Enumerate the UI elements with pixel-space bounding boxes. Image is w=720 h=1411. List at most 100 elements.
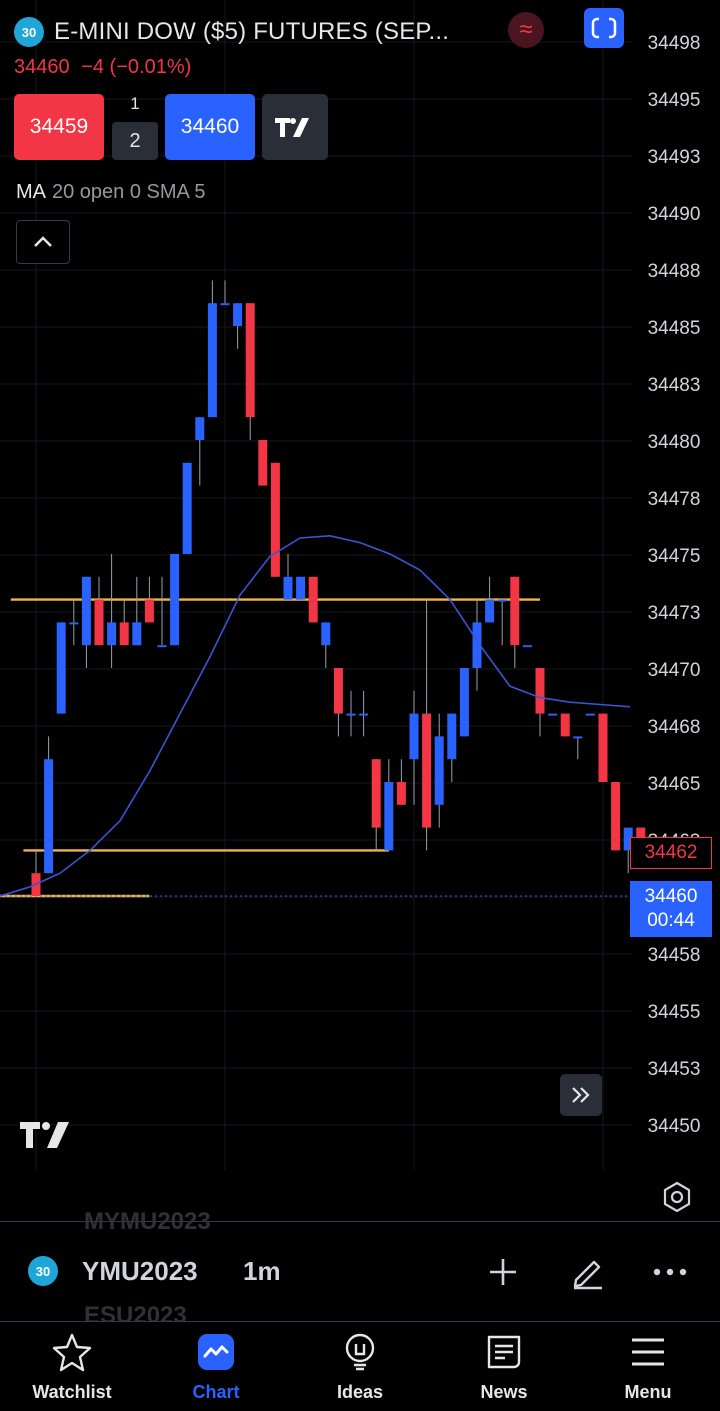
sell-button[interactable]: 34459 — [14, 94, 104, 160]
tradingview-button[interactable] — [262, 94, 328, 160]
candle-body — [573, 736, 583, 739]
chevron-up-icon — [34, 236, 52, 247]
quantity-box[interactable]: 2 — [112, 122, 158, 160]
symbol-picker[interactable]: YMU2023 — [82, 1256, 198, 1286]
candle-body — [548, 713, 558, 716]
more-icon[interactable] — [650, 1252, 690, 1292]
price-axis-label: 34483 — [648, 375, 701, 396]
candle-body — [434, 736, 444, 805]
candle-body — [270, 462, 280, 577]
candle-body — [132, 622, 142, 646]
candle-body — [485, 599, 495, 623]
candle-body — [107, 622, 117, 646]
current-price-tag: 34460 00:44 — [630, 881, 712, 937]
candle-body — [157, 645, 167, 648]
gear-icon[interactable] — [660, 1180, 694, 1214]
candle-body — [371, 759, 381, 828]
price-chart[interactable]: 34498 34495 34493 34490 34488 34485 34483 34480… — [0, 0, 720, 1170]
interval-picker[interactable]: 1m — [243, 1256, 281, 1286]
candle-body — [94, 599, 104, 646]
indicator-legend[interactable]: MA 20 open 0 SMA 5 — [16, 181, 205, 204]
candle-body — [585, 713, 595, 716]
candle-body — [220, 303, 230, 306]
nav-label: Chart — [192, 1382, 240, 1402]
waves-icon[interactable]: ≈ — [508, 12, 544, 48]
price-axis-label: 34453 — [648, 1059, 701, 1080]
price-axis-label: 34498 — [648, 33, 701, 54]
candle-body — [207, 303, 217, 418]
symbol-header[interactable]: 30 E-MINI DOW ($5) FUTURES (SEP... — [14, 14, 449, 50]
price-axis-label: 34450 — [648, 1116, 701, 1137]
price-axis-label: 34490 — [648, 204, 701, 225]
pencil-icon[interactable] — [568, 1252, 608, 1292]
price-axis-label: 34488 — [648, 261, 701, 282]
symbol-title[interactable]: E-MINI DOW ($5) FUTURES (SEP... — [54, 18, 450, 45]
change-value: −4 (−0.01%) — [81, 56, 192, 78]
nav-news[interactable]: News — [432, 1322, 576, 1411]
nav-label: News — [480, 1382, 528, 1402]
candle-body — [245, 303, 255, 418]
candle-body — [422, 713, 432, 828]
candle-body — [258, 440, 268, 486]
candle-body — [510, 576, 520, 646]
prev-symbol-ghost: MYMU2023 — [84, 1208, 211, 1235]
nav-label: Watchlist — [32, 1382, 112, 1402]
price-axis-label: 34468 — [648, 717, 701, 738]
divider — [0, 1221, 720, 1222]
price-tag-red: 34462 — [630, 837, 712, 869]
star-icon — [50, 1330, 94, 1374]
candle-body — [170, 554, 180, 646]
indicator-params: 20 open 0 SMA 5 — [52, 181, 206, 203]
price-change: 34460 −4 (−0.01%) — [14, 56, 191, 79]
candle-body — [623, 827, 633, 851]
symbol-bar: 30 YMU2023 1m — [0, 1240, 720, 1304]
candle-body — [359, 713, 369, 716]
last-price: 34460 — [14, 56, 70, 78]
collapse-legend-button[interactable] — [16, 220, 70, 264]
candle-body — [296, 576, 306, 600]
price-axis-label: 34495 — [648, 90, 701, 111]
candle-body — [233, 303, 243, 326]
price-axis-label: 34473 — [648, 603, 701, 624]
nav-menu[interactable]: Menu — [576, 1322, 720, 1411]
nav-watchlist[interactable]: Watchlist — [0, 1322, 144, 1411]
candle-body — [396, 782, 406, 805]
price-axis-label: 34480 — [648, 432, 701, 453]
candle-body — [497, 599, 507, 602]
candle-body — [459, 668, 469, 737]
scroll-to-realtime-button[interactable] — [560, 1074, 602, 1116]
buy-button[interactable]: 34460 — [165, 94, 255, 160]
nav-label: Menu — [624, 1382, 672, 1402]
candle-body — [384, 782, 394, 851]
candle-body — [472, 622, 482, 668]
nav-ideas[interactable]: Ideas — [288, 1322, 432, 1411]
candle-body — [560, 713, 570, 737]
lightbulb-icon — [338, 1330, 382, 1374]
price-axis-label: 34458 — [648, 945, 701, 966]
candle-body — [182, 462, 192, 554]
candle-body — [321, 622, 331, 646]
price-axis-label: 34465 — [648, 774, 701, 795]
candle-body — [144, 599, 154, 623]
indicator-name: MA — [16, 181, 46, 203]
tradingview-watermark-icon — [20, 1122, 69, 1148]
nav-chart[interactable]: Chart — [144, 1322, 288, 1411]
chart-area[interactable]: 34498 34495 34493 34490 34488 34485 34483 34480… — [0, 0, 720, 1213]
candle-body — [195, 417, 205, 440]
tradingview-logo-icon — [275, 118, 309, 137]
candle-body — [283, 576, 293, 600]
exchange-badge: 30 — [14, 17, 44, 47]
price-axis-label: 34485 — [648, 318, 701, 339]
candle-body — [611, 782, 621, 851]
moving-average-line — [0, 534, 631, 897]
candle-body — [447, 713, 457, 760]
fullscreen-icon[interactable] — [584, 8, 624, 48]
candle-body — [535, 668, 545, 714]
symbol-exchange-badge: 30 — [28, 1256, 58, 1286]
candle-body — [598, 713, 608, 782]
candle-body — [44, 759, 54, 874]
current-price-value: 34460 — [644, 886, 698, 907]
bottom-nav: Watchlist Chart Ideas News Menu — [0, 1322, 720, 1411]
candle-body — [81, 576, 91, 646]
add-icon[interactable] — [483, 1252, 523, 1292]
